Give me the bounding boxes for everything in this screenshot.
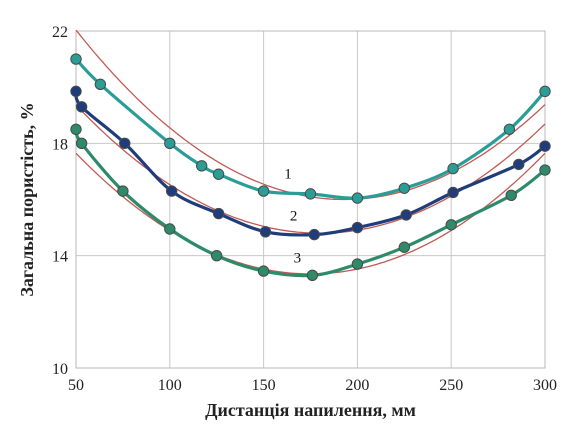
data-point [539, 164, 551, 176]
data-point [259, 226, 272, 238]
curve-number-label: 2 [290, 209, 298, 225]
x-tick-label: 250 [439, 377, 463, 394]
data-point [304, 188, 317, 200]
data-point [164, 137, 176, 150]
plot-area [75, 30, 546, 369]
data-point [445, 219, 457, 231]
data-point [308, 228, 320, 241]
data-point [306, 269, 319, 282]
y-axis-title: Загальна пористість, % [17, 102, 37, 296]
data-point [351, 258, 364, 270]
data-point [117, 185, 129, 197]
data-point [505, 189, 517, 201]
data-point [447, 186, 459, 199]
series-2 [70, 85, 551, 241]
data-point [503, 123, 516, 135]
y-tick-label: 18 [52, 136, 68, 153]
x-tick-label: 150 [252, 377, 276, 394]
data-point [70, 123, 82, 135]
data-point [398, 182, 410, 194]
curve-number-label: 1 [284, 166, 292, 182]
data-point [351, 192, 364, 204]
data-point [195, 160, 208, 172]
data-point [398, 241, 410, 253]
y-tick-label: 10 [52, 361, 68, 378]
y-tick-label: 14 [52, 249, 68, 266]
data-point [211, 249, 223, 262]
data-point [94, 78, 107, 91]
data-point [539, 140, 551, 152]
data-point [164, 223, 176, 235]
curve-number-label: 3 [294, 251, 302, 267]
data-point [212, 207, 225, 220]
x-tick-label: 100 [158, 377, 182, 394]
series-1 [70, 53, 551, 204]
tick-labels: 50 100 150 200 250 300 10 14 18 22 [52, 24, 557, 394]
data-point [70, 53, 82, 65]
data-point [75, 101, 88, 113]
fit-curve [75, 29, 546, 201]
data-point [257, 185, 270, 197]
data-point [400, 209, 412, 221]
data-point [165, 185, 178, 197]
data-point [70, 85, 82, 98]
data-point [539, 85, 551, 98]
data-point [447, 162, 459, 175]
series-line [74, 127, 547, 278]
series-line [74, 57, 547, 200]
curve-labels: 1 2 3 [284, 166, 301, 266]
series-3 [70, 123, 551, 282]
x-tick-label: 50 [68, 377, 84, 394]
data-point [351, 221, 364, 234]
data-point [119, 137, 131, 150]
data-point [257, 265, 270, 277]
y-tick-label: 22 [52, 24, 68, 41]
x-tick-label: 200 [345, 377, 369, 394]
data-series [70, 53, 551, 282]
data-point [212, 168, 225, 180]
data-point [513, 158, 525, 171]
x-axis-title: Дистанція напилення, мм [205, 400, 416, 420]
x-tick-label: 300 [533, 377, 557, 394]
data-point [75, 137, 88, 150]
